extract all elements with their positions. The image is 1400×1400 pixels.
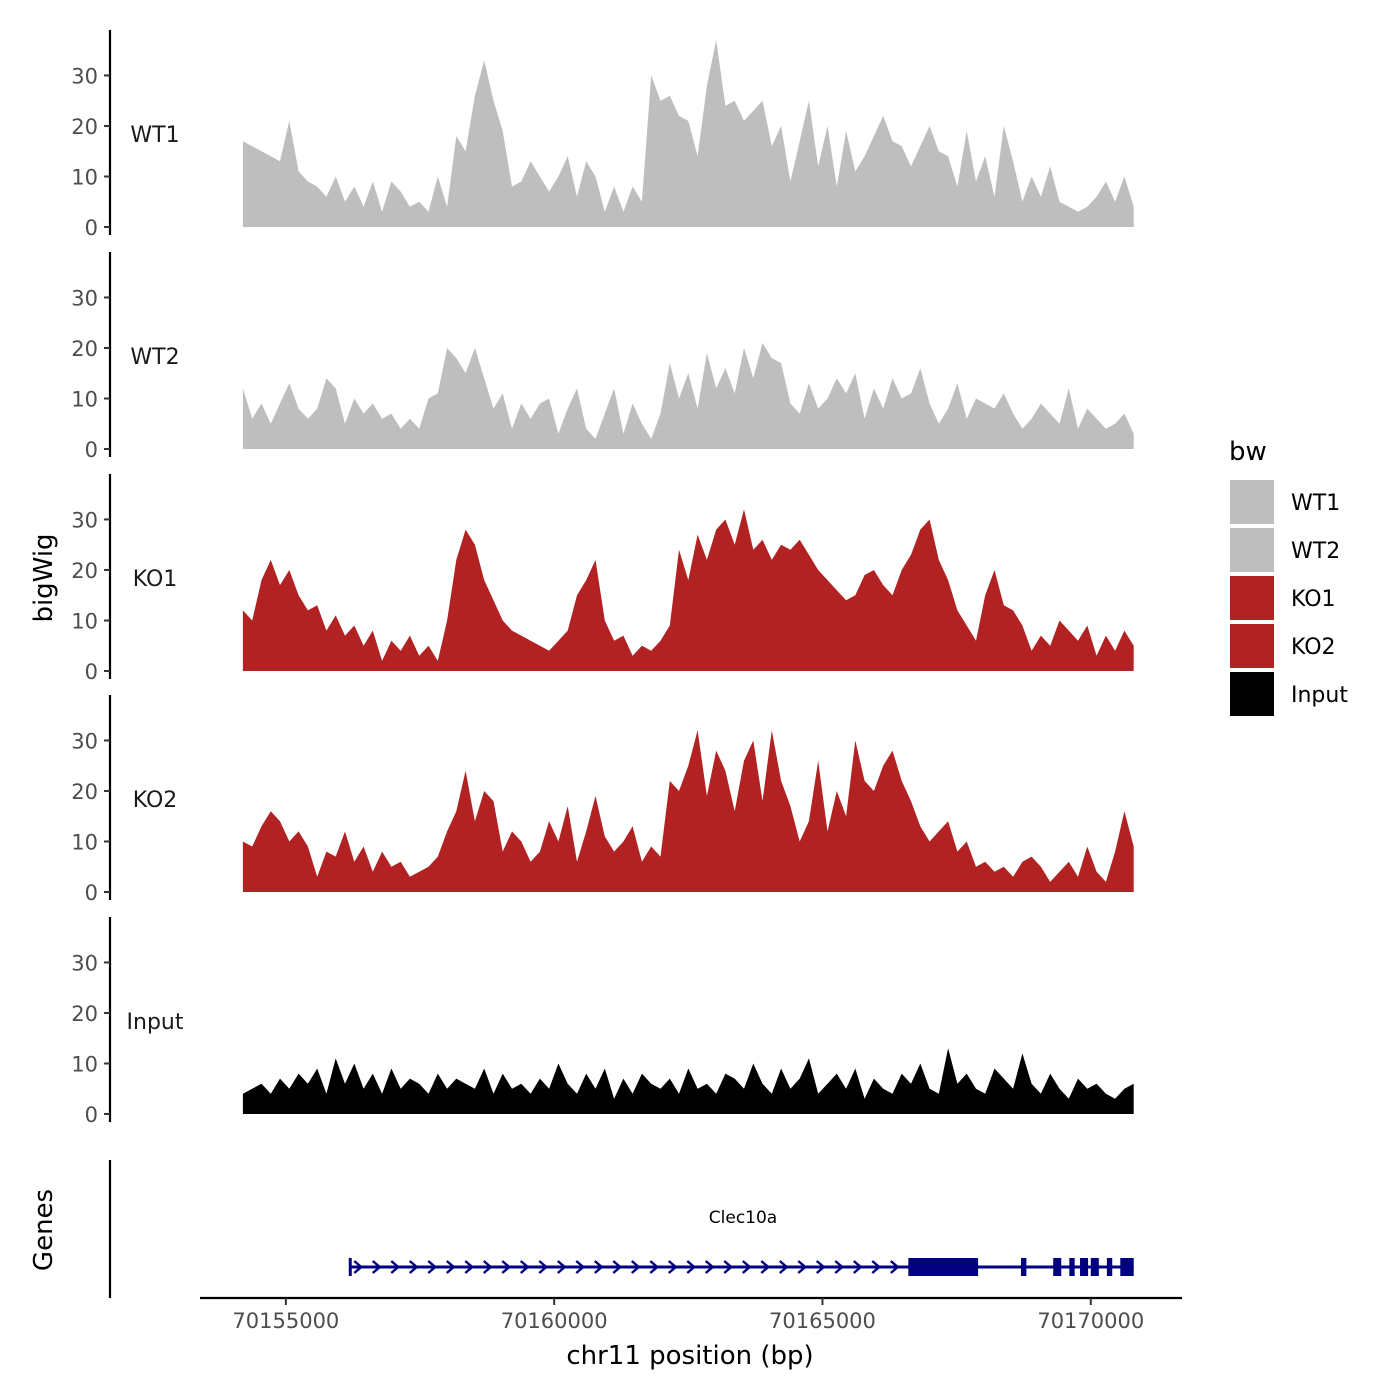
y-tick-label: 0 — [85, 216, 98, 240]
legend-label-input: Input — [1291, 683, 1348, 708]
strand-arrow — [889, 1260, 900, 1274]
strand-arrow — [482, 1260, 493, 1274]
strand-arrow — [686, 1260, 697, 1274]
y-tick-label: 30 — [71, 508, 98, 532]
strand-arrow — [575, 1260, 586, 1274]
strand-arrow — [797, 1260, 808, 1274]
y-tick-label: 20 — [71, 115, 98, 139]
area-input — [242, 1048, 1134, 1114]
area-wt2 — [242, 342, 1134, 449]
exon-block — [1106, 1258, 1113, 1276]
y-tick-label: 0 — [85, 1103, 98, 1127]
exon-block — [1053, 1258, 1062, 1276]
genes-axis-title: Genes — [29, 1189, 59, 1271]
exon-block — [908, 1258, 979, 1276]
strand-arrow — [871, 1260, 882, 1274]
legend-title: bw — [1229, 437, 1267, 467]
strand-arrow — [501, 1260, 512, 1274]
y-tick-label: 0 — [85, 438, 98, 462]
y-tick-label: 30 — [71, 286, 98, 310]
exon-block — [1069, 1258, 1075, 1276]
track-ko2: 0 10 20 30 KO2 — [71, 695, 1134, 905]
strand-arrow — [538, 1260, 549, 1274]
legend-label-wt2: WT2 — [1291, 539, 1340, 564]
gene-name-label: Clec10a — [709, 1208, 777, 1228]
strand-arrow — [612, 1260, 623, 1274]
exon-block — [1021, 1258, 1027, 1276]
strand-arrow — [723, 1260, 734, 1274]
y-tick-label: 20 — [71, 559, 98, 583]
strand-arrow — [556, 1260, 567, 1274]
track-label-wt2: WT2 — [130, 345, 179, 370]
track-label-ko2: KO2 — [133, 788, 178, 813]
track-label-wt1: WT1 — [130, 123, 179, 148]
strand-arrow — [760, 1260, 771, 1274]
y-tick-label: 30 — [71, 951, 98, 975]
legend-label-ko1: KO1 — [1291, 587, 1336, 612]
strand-arrow — [778, 1260, 789, 1274]
legend-label-ko2: KO2 — [1291, 635, 1336, 660]
y-tick-label: 20 — [71, 780, 98, 804]
x-tick-label: 70160000 — [501, 1309, 608, 1333]
strand-arrow — [741, 1260, 752, 1274]
strand-arrow — [704, 1260, 715, 1274]
x-tick-label: 70165000 — [769, 1309, 876, 1333]
x-tick-label: 70170000 — [1037, 1309, 1144, 1333]
x-axis-title: chr11 position (bp) — [566, 1341, 813, 1371]
strand-arrow — [445, 1260, 456, 1274]
strand-arrow — [593, 1260, 604, 1274]
y-tick-label: 0 — [85, 660, 98, 684]
y-tick-label: 10 — [71, 165, 98, 189]
legend-label-wt1: WT1 — [1291, 491, 1340, 516]
y-tick-label: 20 — [71, 1002, 98, 1026]
exon-block — [1090, 1258, 1099, 1276]
legend-swatch-wt2 — [1230, 528, 1274, 572]
legend: bw WT1 WT2 KO1 KO2 Input — [1229, 437, 1348, 716]
legend-swatch-wt1 — [1230, 480, 1274, 524]
area-wt1 — [242, 40, 1134, 227]
legend-swatch-ko1 — [1230, 576, 1274, 620]
strand-arrow — [649, 1260, 660, 1274]
y-tick-label: 30 — [71, 64, 98, 88]
strand-arrow — [834, 1260, 845, 1274]
strand-arrow — [815, 1260, 826, 1274]
track-label-input: Input — [127, 1010, 184, 1035]
exon-block — [1120, 1258, 1134, 1276]
strand-arrow — [667, 1260, 678, 1274]
x-axis: 70155000 70160000 70165000 70170000 — [200, 1296, 1182, 1333]
area-ko1 — [242, 509, 1134, 671]
track-wt2: 0 10 20 30 WT2 — [71, 252, 1134, 462]
track-wt1: 0 10 20 30 WT1 — [71, 30, 1134, 240]
track-input: 0 10 20 30 Input — [71, 917, 1134, 1127]
strand-arrow — [427, 1260, 438, 1274]
strand-arrow — [408, 1260, 419, 1274]
y-tick-label: 10 — [71, 1052, 98, 1076]
legend-swatch-ko2 — [1230, 624, 1274, 668]
y-tick-label: 10 — [71, 387, 98, 411]
strand-arrow — [390, 1260, 401, 1274]
track-ko1: 0 10 20 30 KO1 — [71, 474, 1134, 684]
y-tick-label: 20 — [71, 337, 98, 361]
gene-track-panel: Clec10a — [108, 1160, 1134, 1298]
y-axis-title: bigWig — [29, 533, 59, 622]
track-label-ko1: KO1 — [133, 567, 178, 592]
x-tick-label: 70155000 — [232, 1309, 339, 1333]
track-panels: 0 10 20 30 WT1 0 10 20 30 WT2 0 10 20 30 KO1 0 10 20 30 KO2… — [71, 30, 1134, 1127]
strand-arrow — [852, 1260, 863, 1274]
strand-arrow — [519, 1260, 530, 1274]
legend-swatch-input — [1230, 672, 1274, 716]
strand-arrow — [353, 1260, 364, 1274]
y-tick-label: 10 — [71, 609, 98, 633]
y-tick-label: 30 — [71, 729, 98, 753]
y-tick-label: 10 — [71, 830, 98, 854]
area-ko2 — [242, 730, 1134, 892]
strand-arrow — [630, 1260, 641, 1274]
strand-arrow — [464, 1260, 475, 1274]
exon-block — [1080, 1258, 1089, 1276]
strand-arrow — [371, 1260, 382, 1274]
y-tick-label: 0 — [85, 881, 98, 905]
